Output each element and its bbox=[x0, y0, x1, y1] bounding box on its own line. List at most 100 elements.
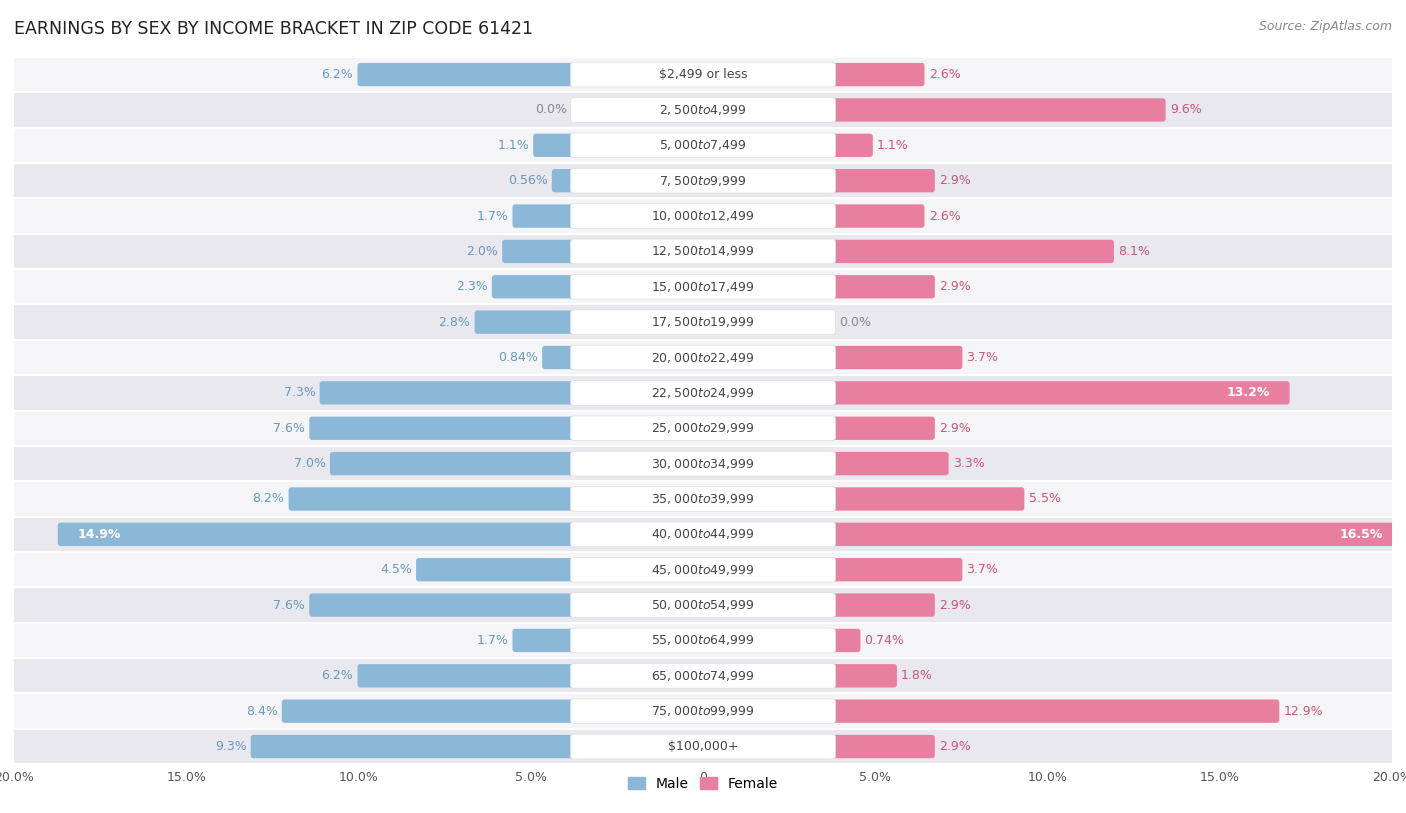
FancyBboxPatch shape bbox=[571, 558, 835, 582]
FancyBboxPatch shape bbox=[14, 517, 1392, 552]
Text: 2.3%: 2.3% bbox=[456, 280, 488, 293]
FancyBboxPatch shape bbox=[830, 558, 962, 581]
FancyBboxPatch shape bbox=[571, 663, 835, 688]
FancyBboxPatch shape bbox=[502, 240, 576, 263]
FancyBboxPatch shape bbox=[571, 239, 835, 263]
Text: 14.9%: 14.9% bbox=[77, 528, 121, 541]
Text: 0.56%: 0.56% bbox=[508, 174, 548, 187]
FancyBboxPatch shape bbox=[571, 63, 835, 87]
Text: 7.0%: 7.0% bbox=[294, 457, 326, 470]
Text: 2.0%: 2.0% bbox=[467, 245, 498, 258]
Text: 0.0%: 0.0% bbox=[839, 315, 872, 328]
Text: 16.5%: 16.5% bbox=[1340, 528, 1384, 541]
FancyBboxPatch shape bbox=[571, 204, 835, 228]
FancyBboxPatch shape bbox=[357, 63, 576, 86]
FancyBboxPatch shape bbox=[309, 416, 576, 440]
Text: $55,000 to $64,999: $55,000 to $64,999 bbox=[651, 633, 755, 647]
FancyBboxPatch shape bbox=[830, 452, 949, 476]
FancyBboxPatch shape bbox=[571, 310, 835, 334]
FancyBboxPatch shape bbox=[571, 522, 835, 546]
FancyBboxPatch shape bbox=[830, 133, 873, 157]
Text: 2.8%: 2.8% bbox=[439, 315, 471, 328]
Text: 1.7%: 1.7% bbox=[477, 634, 509, 647]
Text: 1.7%: 1.7% bbox=[477, 210, 509, 223]
Text: 7.6%: 7.6% bbox=[273, 422, 305, 435]
FancyBboxPatch shape bbox=[571, 699, 835, 724]
Text: 0.0%: 0.0% bbox=[534, 103, 567, 116]
Text: $22,500 to $24,999: $22,500 to $24,999 bbox=[651, 386, 755, 400]
Text: 2.9%: 2.9% bbox=[939, 740, 970, 753]
Text: 2.9%: 2.9% bbox=[939, 174, 970, 187]
Text: 1.8%: 1.8% bbox=[901, 669, 934, 682]
Text: 0.74%: 0.74% bbox=[865, 634, 904, 647]
Text: $75,000 to $99,999: $75,000 to $99,999 bbox=[651, 704, 755, 718]
FancyBboxPatch shape bbox=[14, 623, 1392, 659]
Text: EARNINGS BY SEX BY INCOME BRACKET IN ZIP CODE 61421: EARNINGS BY SEX BY INCOME BRACKET IN ZIP… bbox=[14, 20, 533, 38]
Text: $7,500 to $9,999: $7,500 to $9,999 bbox=[659, 174, 747, 188]
Text: 8.4%: 8.4% bbox=[246, 705, 277, 718]
Text: $15,000 to $17,499: $15,000 to $17,499 bbox=[651, 280, 755, 293]
FancyBboxPatch shape bbox=[571, 416, 835, 441]
Text: 3.7%: 3.7% bbox=[966, 351, 998, 364]
FancyBboxPatch shape bbox=[830, 699, 1279, 723]
FancyBboxPatch shape bbox=[288, 487, 576, 511]
Text: 3.7%: 3.7% bbox=[966, 563, 998, 576]
FancyBboxPatch shape bbox=[14, 729, 1392, 764]
Text: 8.2%: 8.2% bbox=[253, 493, 284, 506]
FancyBboxPatch shape bbox=[571, 133, 835, 158]
Text: 4.5%: 4.5% bbox=[380, 563, 412, 576]
FancyBboxPatch shape bbox=[571, 487, 835, 511]
FancyBboxPatch shape bbox=[14, 411, 1392, 446]
FancyBboxPatch shape bbox=[830, 275, 935, 298]
FancyBboxPatch shape bbox=[14, 587, 1392, 623]
Text: 12.9%: 12.9% bbox=[1284, 705, 1323, 718]
Text: $2,499 or less: $2,499 or less bbox=[659, 68, 747, 81]
FancyBboxPatch shape bbox=[14, 128, 1392, 163]
FancyBboxPatch shape bbox=[830, 664, 897, 688]
Text: 7.6%: 7.6% bbox=[273, 598, 305, 611]
Text: $65,000 to $74,999: $65,000 to $74,999 bbox=[651, 669, 755, 683]
FancyBboxPatch shape bbox=[571, 593, 835, 617]
FancyBboxPatch shape bbox=[513, 204, 576, 228]
Text: $30,000 to $34,999: $30,000 to $34,999 bbox=[651, 457, 755, 471]
FancyBboxPatch shape bbox=[357, 664, 576, 688]
FancyBboxPatch shape bbox=[330, 452, 576, 476]
Text: 13.2%: 13.2% bbox=[1226, 386, 1270, 399]
Text: 6.2%: 6.2% bbox=[322, 669, 353, 682]
Text: 7.3%: 7.3% bbox=[284, 386, 315, 399]
Text: 2.9%: 2.9% bbox=[939, 280, 970, 293]
FancyBboxPatch shape bbox=[830, 169, 935, 193]
Text: $2,500 to $4,999: $2,500 to $4,999 bbox=[659, 103, 747, 117]
FancyBboxPatch shape bbox=[830, 628, 860, 652]
FancyBboxPatch shape bbox=[551, 169, 576, 193]
FancyBboxPatch shape bbox=[830, 523, 1403, 546]
Legend: Male, Female: Male, Female bbox=[623, 771, 783, 796]
Text: $17,500 to $19,999: $17,500 to $19,999 bbox=[651, 315, 755, 329]
Text: 6.2%: 6.2% bbox=[322, 68, 353, 81]
FancyBboxPatch shape bbox=[416, 558, 576, 581]
FancyBboxPatch shape bbox=[830, 63, 925, 86]
Text: 2.9%: 2.9% bbox=[939, 598, 970, 611]
FancyBboxPatch shape bbox=[571, 451, 835, 476]
Text: 2.6%: 2.6% bbox=[928, 210, 960, 223]
FancyBboxPatch shape bbox=[14, 92, 1392, 128]
FancyBboxPatch shape bbox=[571, 628, 835, 653]
FancyBboxPatch shape bbox=[14, 198, 1392, 234]
Text: $10,000 to $12,499: $10,000 to $12,499 bbox=[651, 209, 755, 223]
Text: 8.1%: 8.1% bbox=[1118, 245, 1150, 258]
FancyBboxPatch shape bbox=[14, 659, 1392, 693]
FancyBboxPatch shape bbox=[830, 416, 935, 440]
FancyBboxPatch shape bbox=[533, 133, 576, 157]
FancyBboxPatch shape bbox=[830, 487, 1025, 511]
FancyBboxPatch shape bbox=[571, 734, 835, 759]
Text: $12,500 to $14,999: $12,500 to $14,999 bbox=[651, 245, 755, 259]
Text: $25,000 to $29,999: $25,000 to $29,999 bbox=[651, 421, 755, 435]
Text: 9.6%: 9.6% bbox=[1170, 103, 1202, 116]
Text: $35,000 to $39,999: $35,000 to $39,999 bbox=[651, 492, 755, 506]
FancyBboxPatch shape bbox=[830, 593, 935, 617]
FancyBboxPatch shape bbox=[309, 593, 576, 617]
Text: $20,000 to $22,499: $20,000 to $22,499 bbox=[651, 350, 755, 364]
FancyBboxPatch shape bbox=[14, 552, 1392, 587]
Text: $5,000 to $7,499: $5,000 to $7,499 bbox=[659, 138, 747, 152]
FancyBboxPatch shape bbox=[543, 346, 576, 369]
